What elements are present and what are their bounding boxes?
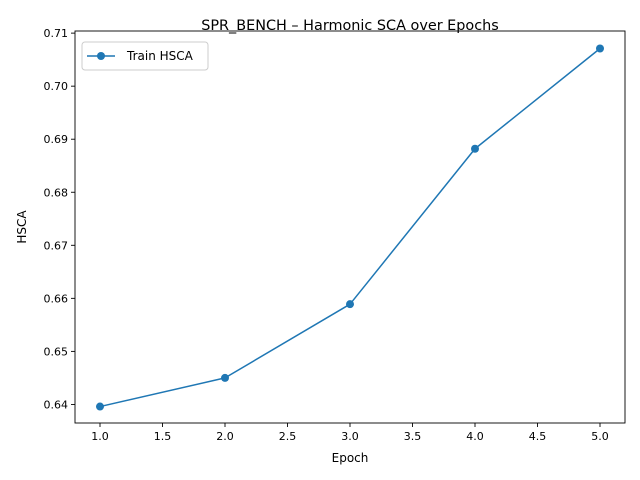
y-tick-label: 0.65 (44, 345, 69, 358)
y-tick-label: 0.71 (44, 27, 69, 40)
y-tick-label: 0.67 (44, 239, 69, 252)
data-point (471, 144, 479, 153)
x-tick-label: 2.0 (216, 430, 234, 443)
x-tick-label: 4.0 (466, 430, 484, 443)
data-point (346, 300, 354, 309)
series-layer (96, 44, 604, 411)
y-tick-label: 0.69 (44, 133, 69, 146)
y-axis-label: HSCA (15, 210, 29, 244)
legend-frame (81, 41, 209, 71)
x-tick-label: 2.5 (279, 430, 297, 443)
x-tick-label: 5.0 (591, 430, 609, 443)
x-tick-label: 3.0 (341, 430, 359, 443)
x-tick-label: 4.5 (529, 430, 547, 443)
chart-title: SPR_BENCH – Harmonic SCA over Epochs (201, 18, 499, 34)
plot-area-frame (74, 30, 626, 424)
data-point (596, 44, 604, 53)
data-point (221, 373, 229, 382)
x-tick-label: 1.0 (91, 430, 109, 443)
data-point (96, 402, 104, 411)
y-tick-label: 0.70 (44, 80, 69, 93)
x-axis-ticks: 1.0 1.5 2.0 2.5 3.0 3.5 4.0 4.5 5.0 (91, 423, 609, 443)
x-tick-label: 3.5 (404, 430, 422, 443)
y-axis-ticks: 0.64 0.65 0.66 0.67 0.68 0.69 0.70 0.71 (44, 27, 75, 411)
legend-marker-swatch (97, 52, 105, 60)
legend: Train HSCA (81, 41, 209, 71)
legend-label-train-hsca: Train HSCA (126, 49, 194, 63)
y-tick-label: 0.68 (44, 186, 69, 199)
x-axis-label: Epoch (332, 451, 369, 465)
y-tick-label: 0.66 (44, 292, 69, 305)
y-tick-label: 0.64 (44, 398, 69, 411)
x-tick-label: 1.5 (154, 430, 172, 443)
